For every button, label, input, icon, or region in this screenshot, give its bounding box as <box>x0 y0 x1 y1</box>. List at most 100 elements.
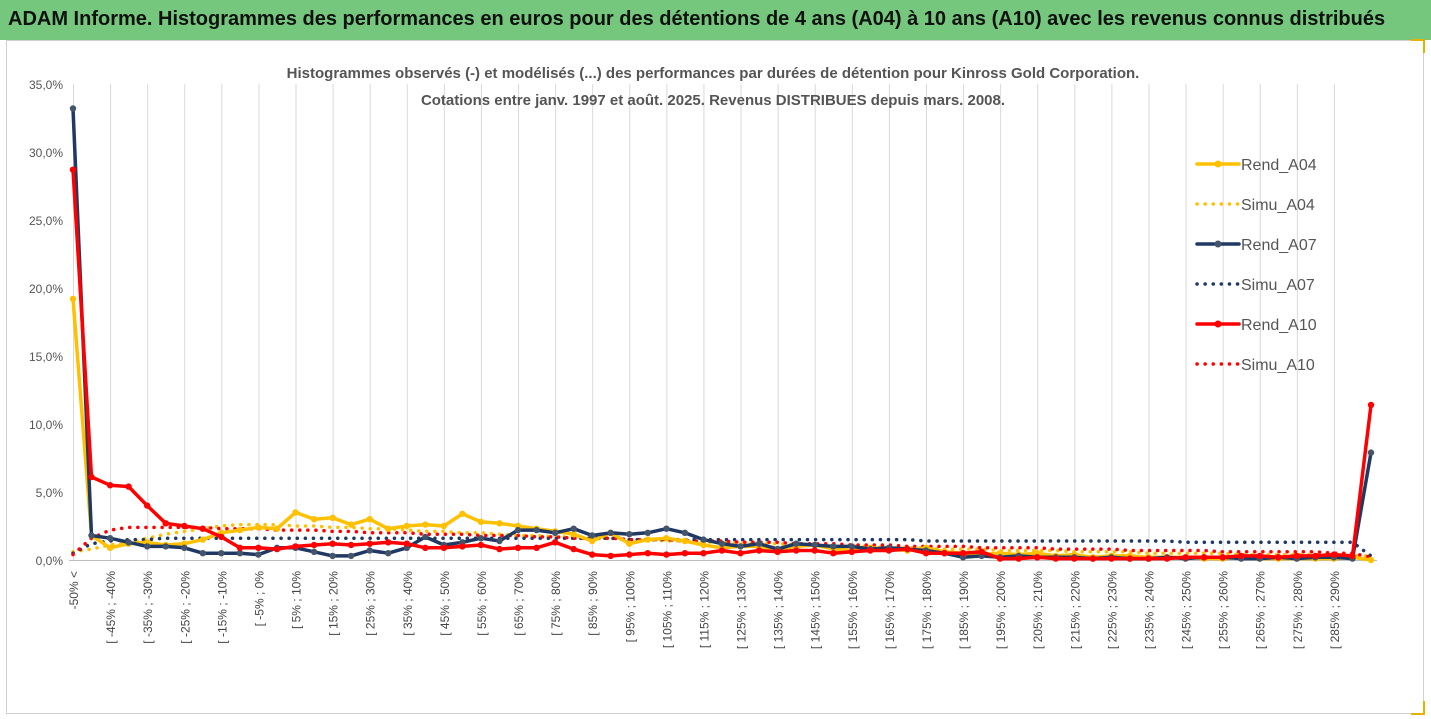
data-point-rend-a07 <box>255 551 262 558</box>
data-point-rend-a10 <box>1163 555 1171 562</box>
data-point-rend-a10 <box>681 550 689 557</box>
y-tick-label: 25,0% <box>29 214 63 228</box>
x-tick-label: [ 155% ; 160% <box>846 571 860 649</box>
legend-label: Simu_A10 <box>1241 357 1315 374</box>
data-point-rend-a10 <box>570 545 577 553</box>
data-point-rend-a07 <box>1367 449 1375 456</box>
x-tick-label: [ 15% ; 20% <box>327 571 341 636</box>
x-tick-label: [ -15% ; -10% <box>215 571 229 644</box>
series-line-rend-a04 <box>71 297 1373 562</box>
frame-corner-marker <box>1411 39 1425 53</box>
data-point-rend-a07 <box>181 544 188 551</box>
performance-histogram-chart: 0,0% 5,0% 10,0% 15,0% 20,0% 25,0% 30,0% 35,0% -… <box>29 65 1377 649</box>
x-tick-label: [ 185% ; 190% <box>957 571 971 649</box>
report-banner: ADAM Informe. Histogrammes des performan… <box>0 0 1431 40</box>
data-point-rend-a10 <box>1238 552 1245 560</box>
data-point-rend-a10 <box>644 550 651 557</box>
data-point-rend-a07 <box>199 550 206 557</box>
data-point-rend-a07 <box>663 525 670 532</box>
data-point-rend-a04 <box>459 510 466 517</box>
data-point-rend-a10 <box>496 545 503 553</box>
data-point-rend-a10 <box>1312 552 1319 560</box>
y-tick-label: 5,0% <box>36 486 64 500</box>
data-point-rend-a10 <box>1275 554 1282 561</box>
data-point-rend-a07 <box>69 105 77 112</box>
y-tick-label: 15,0% <box>29 350 63 364</box>
data-point-rend-a07 <box>385 550 392 557</box>
data-point-rend-a04 <box>663 535 670 542</box>
data-point-rend-a10 <box>366 540 373 547</box>
data-point-rend-a10 <box>181 522 188 530</box>
data-point-rend-a07 <box>88 532 95 539</box>
y-tick-label: 35,0% <box>29 78 63 92</box>
data-point-rend-a07 <box>533 526 540 534</box>
data-point-rend-a07 <box>551 529 559 536</box>
data-point-rend-a07 <box>310 548 318 555</box>
y-tick-label: 10,0% <box>29 418 63 432</box>
y-tick-label: 20,0% <box>29 282 63 296</box>
data-point-rend-a04 <box>69 295 77 303</box>
data-point-rend-a04 <box>644 536 651 543</box>
data-point-rend-a04 <box>477 518 485 526</box>
data-point-rend-a04 <box>681 537 689 545</box>
data-point-rend-a04 <box>273 525 281 532</box>
data-point-rend-a10 <box>385 539 392 546</box>
report-title: ADAM Informe. Histogrammes des performan… <box>8 8 1386 30</box>
data-point-rend-a10 <box>904 545 911 553</box>
data-point-rend-a10 <box>236 544 244 551</box>
data-point-rend-a04 <box>199 536 206 543</box>
data-point-rend-a04 <box>422 521 429 528</box>
data-point-rend-a10 <box>867 547 874 554</box>
data-point-rend-a10 <box>755 547 763 554</box>
data-point-rend-a04 <box>236 526 244 534</box>
data-point-rend-a07 <box>589 532 596 539</box>
x-tick-label: [ 75% ; 80% <box>549 571 563 636</box>
x-tick-label: [ 245% ; 250% <box>1180 571 1194 649</box>
x-tick-label: [ 55% ; 60% <box>475 571 489 636</box>
data-point-rend-a10 <box>718 547 726 554</box>
frame-corner-marker <box>1411 701 1425 715</box>
data-point-rend-a04 <box>329 514 336 521</box>
data-point-rend-a07 <box>218 550 225 557</box>
data-point-rend-a04 <box>385 525 392 532</box>
data-point-rend-a07 <box>793 540 800 547</box>
data-point-rend-a07 <box>737 543 744 550</box>
data-point-rend-a10 <box>459 543 466 550</box>
data-point-rend-a10 <box>218 533 225 541</box>
series-lines <box>69 105 1375 564</box>
data-point-rend-a07 <box>626 531 633 538</box>
x-tick-label: [ 45% ; 50% <box>438 571 452 636</box>
data-point-rend-a04 <box>310 516 318 523</box>
data-point-rend-a10 <box>514 544 522 551</box>
data-point-rend-a10 <box>1108 555 1115 562</box>
data-point-rend-a07 <box>755 540 763 547</box>
legend: Rend_A04 Simu_A04 Rend_A07 Simu_A07 Rend_A10… <box>1195 157 1317 374</box>
x-tick-label: [ 125% ; 130% <box>735 571 749 649</box>
data-point-rend-a10 <box>830 550 837 557</box>
data-point-rend-a10 <box>477 541 485 549</box>
data-point-rend-a04 <box>106 544 114 551</box>
gridlines <box>73 84 1335 560</box>
x-tick-label: [ 65% ; 70% <box>512 571 526 636</box>
data-point-rend-a04 <box>626 540 633 547</box>
data-point-rend-a10 <box>106 482 114 489</box>
y-tick-label: 30,0% <box>29 146 63 160</box>
data-point-rend-a10 <box>422 544 429 551</box>
data-point-rend-a10 <box>996 555 1004 562</box>
data-point-rend-a10 <box>1256 552 1263 560</box>
data-point-rend-a10 <box>885 547 893 554</box>
data-point-rend-a10 <box>1071 555 1078 562</box>
x-tick-label: [ -25% ; -20% <box>178 571 192 644</box>
data-point-rend-a10 <box>1089 555 1097 562</box>
data-point-rend-a10 <box>811 547 818 554</box>
data-point-rend-a04 <box>403 522 410 530</box>
data-point-rend-a07 <box>830 543 837 550</box>
data-point-rend-a07 <box>848 543 855 550</box>
chart-title: Histogrammes observés (-) et modélisés (… <box>287 65 1140 82</box>
data-point-rend-a10 <box>1015 555 1022 562</box>
data-point-rend-a10 <box>700 550 707 557</box>
data-point-rend-a10 <box>1145 555 1152 562</box>
x-tick-label: [ 95% ; 100% <box>623 571 637 643</box>
x-tick-label: [ 235% ; 240% <box>1142 571 1156 649</box>
data-point-rend-a07 <box>366 547 373 554</box>
